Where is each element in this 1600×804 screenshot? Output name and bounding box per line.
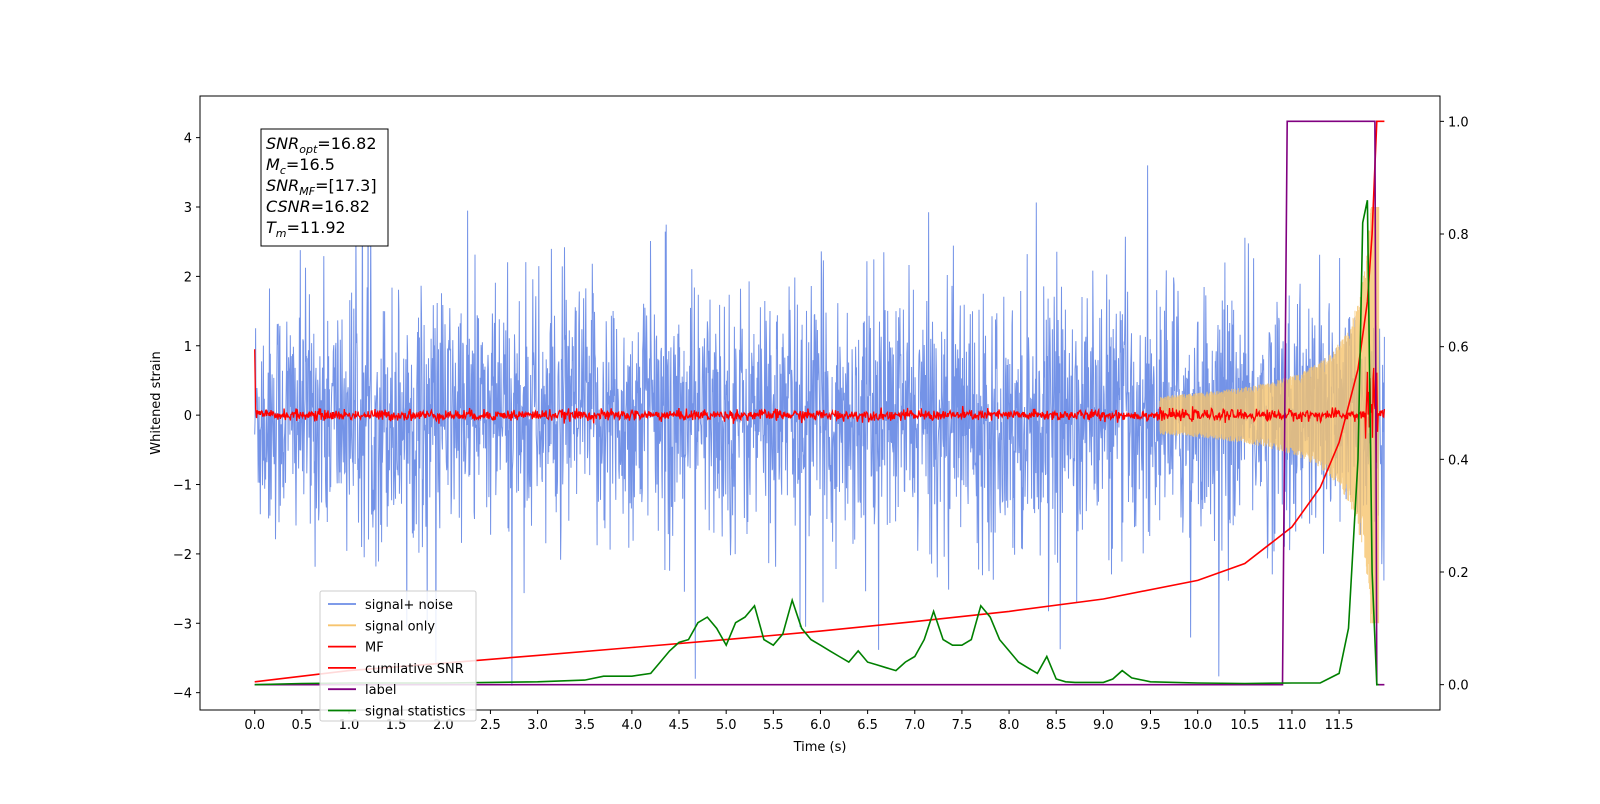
- legend-label: signal statistics: [365, 705, 466, 720]
- x-tick-label: 11.0: [1277, 718, 1306, 733]
- x-tick-label: 1.0: [339, 718, 360, 733]
- x-tick-label: 11.5: [1325, 718, 1354, 733]
- y-right-tick-label: 0.6: [1448, 341, 1469, 356]
- x-tick-label: 8.5: [1046, 718, 1067, 733]
- stats-box: SNRopt=16.82 Mc=16.5 SNRMF=[17.3] CSNR=1…: [260, 128, 389, 247]
- y-tick-label: −4: [173, 687, 192, 702]
- x-tick-label: 6.0: [810, 718, 831, 733]
- y-right-tick-label: 0.0: [1448, 679, 1469, 694]
- x-axis-label: Time (s): [793, 740, 847, 755]
- x-tick-label: 10.0: [1183, 718, 1212, 733]
- x-tick-label: 2.0: [433, 718, 454, 733]
- y-right-tick-label: 1.0: [1448, 115, 1469, 130]
- x-tick-label: 2.5: [480, 718, 501, 733]
- legend-label: signal only: [365, 619, 435, 634]
- x-tick-label: 10.5: [1230, 718, 1259, 733]
- legend-label: signal+ noise: [365, 598, 453, 613]
- y-right-tick-label: 0.4: [1448, 453, 1469, 468]
- x-tick-label: 9.5: [1140, 718, 1161, 733]
- x-tick-label: 7.0: [904, 718, 925, 733]
- series-cumulative-snr: [254, 120, 1385, 683]
- x-tick-label: 3.5: [574, 718, 595, 733]
- y-tick-label: 3: [184, 201, 192, 216]
- x-tick-label: 1.5: [386, 718, 407, 733]
- series-signal-statistics: [254, 200, 1379, 686]
- stat-tm: Tm=11.92: [266, 218, 346, 240]
- stat-snr-mf: SNRMF=[17.3]: [266, 176, 377, 198]
- x-tick-label: 3.0: [527, 718, 548, 733]
- legend: signal+ noise signal only MF cumilative SNR…: [319, 590, 477, 722]
- y-tick-label: 0: [184, 409, 192, 424]
- x-tick-label: 4.5: [669, 718, 690, 733]
- stat-mc: Mc=16.5: [266, 155, 335, 177]
- x-tick-label: 5.5: [763, 718, 784, 733]
- legend-items: signal+ noise signal only MF cumilative SNR…: [328, 598, 466, 720]
- series-signal-only: [1159, 206, 1380, 624]
- y-tick-label: −3: [173, 617, 192, 632]
- legend-label: cumilative SNR: [365, 662, 464, 677]
- x-tick-label: 6.5: [857, 718, 878, 733]
- plot-layer: [254, 120, 1386, 686]
- series-mf: [254, 349, 1386, 463]
- y-tick-label: 2: [184, 270, 192, 285]
- legend-label: label: [365, 683, 396, 698]
- stat-snr-opt: SNRopt=16.82: [266, 134, 377, 156]
- y-tick-label: −2: [173, 548, 192, 563]
- x-tick-label: 9.0: [1093, 718, 1114, 733]
- tick-layer: 0.0 0.5 1.0 1.5 2.0 2.5 3.0 3.5 4.0 4.5 5.0 5.5 6.0 6…: [173, 115, 1469, 733]
- x-tick-label: 5.0: [716, 718, 737, 733]
- y-tick-label: −1: [173, 479, 192, 494]
- y-tick-label: 1: [184, 340, 192, 355]
- y-right-tick-label: 0.2: [1448, 566, 1469, 581]
- x-tick-label: 0.5: [291, 718, 312, 733]
- y-right-tick-label: 0.8: [1448, 228, 1469, 243]
- x-tick-label: 4.0: [622, 718, 643, 733]
- x-tick-label: 7.5: [952, 718, 973, 733]
- x-tick-label: 0.0: [244, 718, 265, 733]
- legend-label: MF: [365, 641, 384, 656]
- stat-csnr: CSNR=16.82: [266, 197, 370, 216]
- x-tick-label: 8.0: [999, 718, 1020, 733]
- y-axis-label: Whitened strain: [149, 351, 164, 454]
- y-tick-label: 4: [184, 132, 192, 147]
